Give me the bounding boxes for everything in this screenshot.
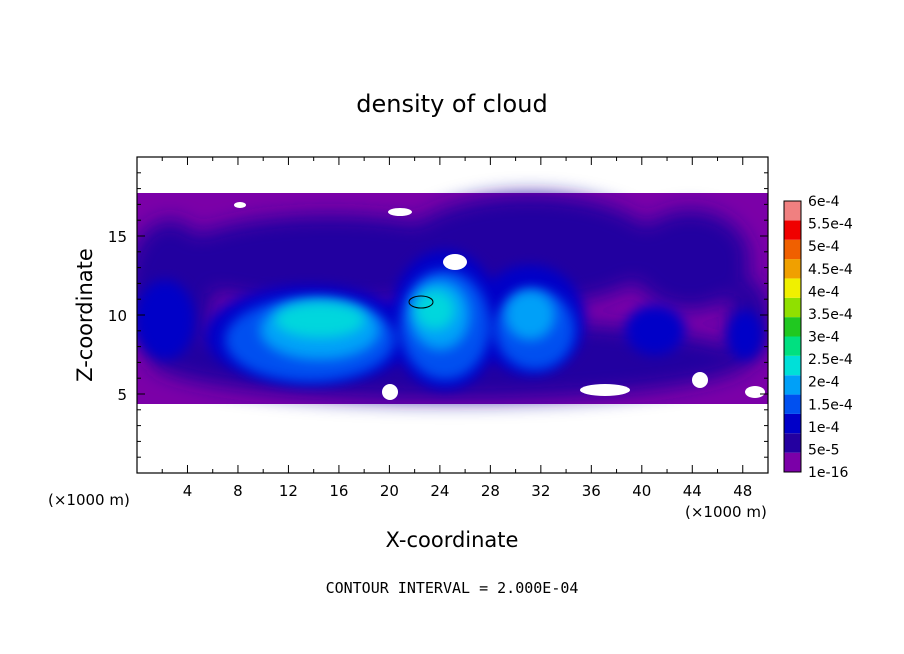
y-tick-label: 15 [108, 228, 127, 246]
colorbar-swatch [784, 297, 801, 318]
y-axis-label: Z-coordinate [73, 248, 97, 382]
colorbar-swatch [784, 413, 801, 434]
x-tick-label: 40 [632, 482, 651, 500]
colorbar-swatch [784, 375, 801, 395]
colorbar-swatch [784, 278, 801, 298]
x-tick-label: 44 [683, 482, 702, 500]
x-tick-label: 24 [430, 482, 449, 500]
colorbar-swatch [784, 201, 801, 221]
colorbar-swatch [784, 259, 801, 279]
x-unit-left: (×1000 m) [48, 491, 130, 509]
colorbar-label: 3e-4 [808, 330, 840, 346]
colorbar-swatch [784, 394, 801, 414]
colorbar-label: 5e-4 [808, 239, 840, 255]
contour-line [408, 295, 434, 309]
colorbar-label: 5e-5 [808, 442, 839, 458]
colorbar-label: 6e-4 [808, 194, 840, 210]
colorbar-frame [783, 200, 802, 473]
field-aqua-layer [275, 290, 455, 338]
y-ticks: 5 10 15 [108, 172, 768, 458]
colorbar: 1e-16 5e-5 1e-4 1.5e-4 2e-4 2.5e-4 3e-4 3.5e-4 4… [783, 194, 853, 481]
y-tick-label: 10 [108, 307, 127, 325]
chart-title: density of cloud [356, 90, 547, 118]
colorbar-swatch [784, 433, 801, 453]
colorbar-label: 4.5e-4 [808, 262, 853, 278]
colorbar-label: 2e-4 [808, 375, 840, 391]
colorbar-swatch [784, 355, 801, 376]
x-tick-label: 20 [380, 482, 399, 500]
colorbar-swatch [784, 336, 801, 356]
colorbar-label: 2.5e-4 [808, 352, 853, 368]
colorbar-label: 1e-16 [808, 465, 848, 481]
field-holes [234, 202, 765, 400]
density-field [137, 193, 768, 404]
y-tick-label: 5 [117, 386, 127, 404]
x-tick-label: 12 [279, 482, 298, 500]
x-axis-label: X-coordinate [386, 528, 519, 552]
colorbar-label: 1e-4 [808, 420, 840, 436]
colorbar-swatch [784, 452, 801, 472]
x-tick-label: 32 [531, 482, 550, 500]
x-tick-label: 4 [183, 482, 193, 500]
colorbar-label: 4e-4 [808, 284, 840, 300]
colorbar-swatch [784, 317, 801, 337]
x-tick-label: 36 [582, 482, 601, 500]
colorbar-label: 1.5e-4 [808, 397, 853, 413]
colorbar-label: 5.5e-4 [808, 217, 853, 233]
x-tick-label: 8 [233, 482, 243, 500]
x-unit-right: (×1000 m) [685, 503, 767, 521]
x-tick-label: 28 [481, 482, 500, 500]
x-tick-label: 16 [329, 482, 348, 500]
colorbar-label: 3.5e-4 [808, 307, 853, 323]
colorbar-swatch [784, 220, 801, 240]
colorbar-swatch [784, 239, 801, 260]
contour-interval-note: CONTOUR INTERVAL = 2.000E-04 [326, 579, 579, 597]
x-tick-label: 48 [733, 482, 752, 500]
x-ticks: 4 8 12 16 20 24 28 32 36 40 44 48 [161, 157, 752, 500]
